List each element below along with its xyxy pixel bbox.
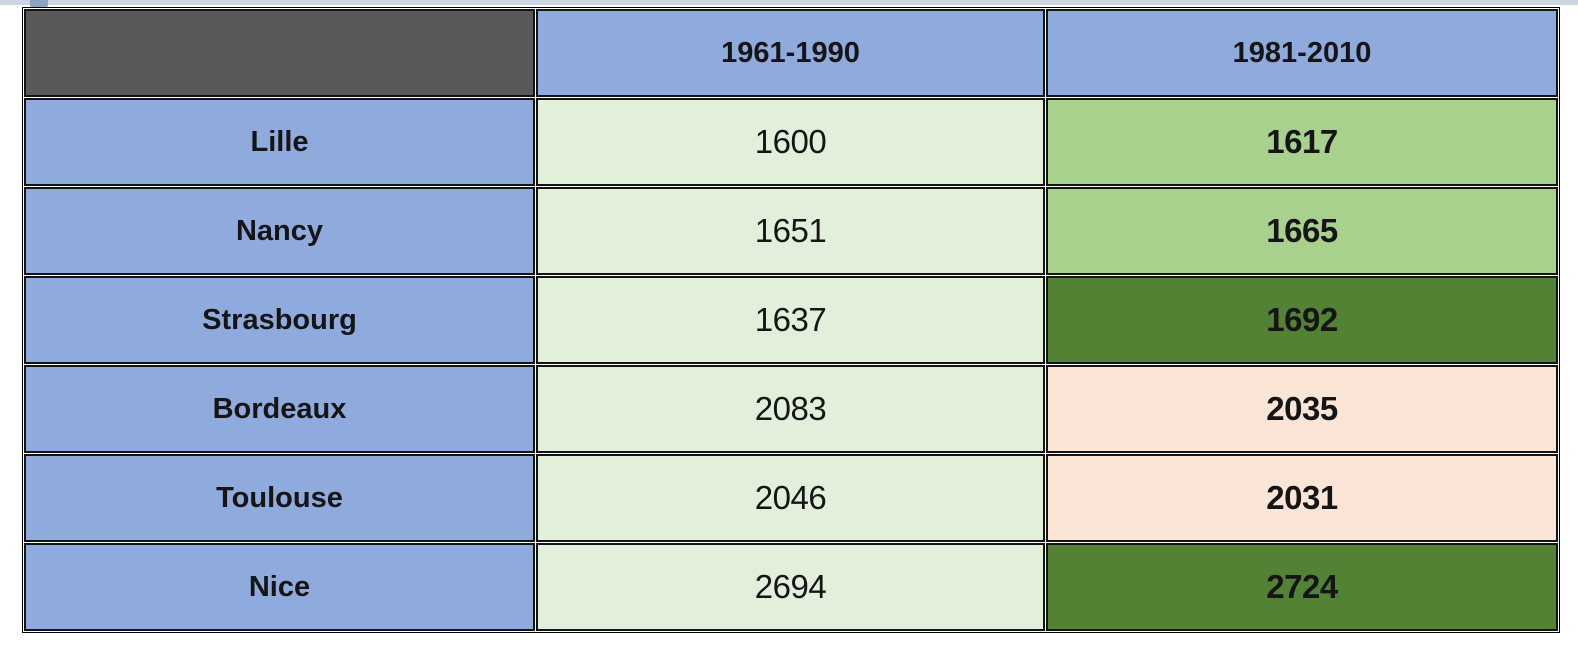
value-1961-1990-strasbourg: 1637 (536, 276, 1045, 364)
table-row: Strasbourg 1637 1692 (24, 276, 1558, 364)
city-cell-nice: Nice (24, 543, 535, 631)
value-1961-1990-lille: 1600 (536, 98, 1045, 186)
table-row: Nancy 1651 1665 (24, 187, 1558, 275)
city-cell-strasbourg: Strasbourg (24, 276, 535, 364)
value-1961-1990-nancy: 1651 (536, 187, 1045, 275)
table-row: Nice 2694 2724 (24, 543, 1558, 631)
value-1961-1990-bordeaux: 2083 (536, 365, 1045, 453)
climate-normals-table: 1961-1990 1981-2010 Lille 1600 1617 Nanc… (22, 7, 1560, 633)
table-row: Lille 1600 1617 (24, 98, 1558, 186)
top-edge-strip (0, 0, 1578, 5)
table-row: Toulouse 2046 2031 (24, 454, 1558, 542)
value-1981-2010-toulouse: 2031 (1046, 454, 1558, 542)
value-1981-2010-bordeaux: 2035 (1046, 365, 1558, 453)
city-cell-toulouse: Toulouse (24, 454, 535, 542)
city-cell-lille: Lille (24, 98, 535, 186)
top-edge-fragment (30, 0, 48, 7)
col-header-1981-2010: 1981-2010 (1046, 9, 1558, 97)
col-header-1961-1990: 1961-1990 (536, 9, 1045, 97)
value-1981-2010-nice: 2724 (1046, 543, 1558, 631)
value-1961-1990-toulouse: 2046 (536, 454, 1045, 542)
value-1961-1990-nice: 2694 (536, 543, 1045, 631)
header-row: 1961-1990 1981-2010 (24, 9, 1558, 97)
value-1981-2010-strasbourg: 1692 (1046, 276, 1558, 364)
city-cell-nancy: Nancy (24, 187, 535, 275)
value-1981-2010-nancy: 1665 (1046, 187, 1558, 275)
city-cell-bordeaux: Bordeaux (24, 365, 535, 453)
corner-cell (24, 9, 535, 97)
value-1981-2010-lille: 1617 (1046, 98, 1558, 186)
table-row: Bordeaux 2083 2035 (24, 365, 1558, 453)
